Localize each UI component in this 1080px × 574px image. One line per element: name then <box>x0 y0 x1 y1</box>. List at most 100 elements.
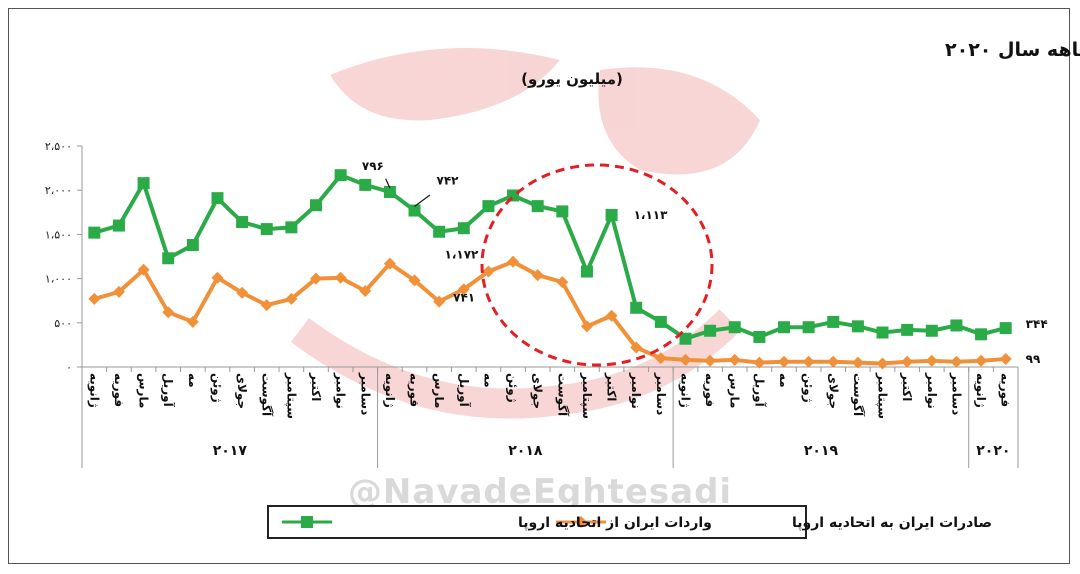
data-point <box>778 355 790 368</box>
data-point <box>556 276 569 289</box>
x-tick-label: جولای <box>825 373 840 409</box>
data-point <box>260 223 273 236</box>
x-tick-label: جولای <box>530 373 545 409</box>
x-tick-label: آگوست <box>850 373 866 417</box>
x-axis: ژانویه فوریه مارس آوریل مه ژوئن جولای آگوست سپتا… <box>81 366 1019 468</box>
y-tick-label: ۲،۵۰۰ <box>45 140 72 153</box>
data-point <box>876 357 889 370</box>
data-point <box>605 309 618 322</box>
data-point <box>112 219 125 232</box>
data-point <box>112 285 125 298</box>
data-point <box>88 292 101 305</box>
year-label: ۲۰۱۸ <box>508 443 543 459</box>
data-point <box>999 322 1012 335</box>
data-point <box>211 192 224 205</box>
year-label: ۲۰۱۹ <box>804 443 839 459</box>
data-point <box>654 352 667 365</box>
series-line <box>93 259 1006 366</box>
x-tick-label: مارس <box>432 373 446 408</box>
data-point <box>310 199 322 212</box>
data-point <box>482 200 495 213</box>
x-tick-label: فوریه <box>702 373 717 407</box>
data-point <box>482 265 495 278</box>
x-tick-label: ژانویه <box>973 373 988 408</box>
x-tick-label: ژوئن <box>209 373 224 403</box>
data-point <box>433 295 446 308</box>
data-point <box>310 272 322 285</box>
data-point <box>408 204 421 217</box>
highlight-circle <box>480 163 714 367</box>
series-layer <box>88 169 1012 370</box>
data-point <box>211 271 224 284</box>
diamond-marker-icon <box>575 516 587 528</box>
chart-subtitle: (میلیون یورو) <box>521 70 623 88</box>
legend: صادرات ایران به اتحادیه اروپا واردات ایر… <box>267 505 992 539</box>
data-point <box>999 353 1012 366</box>
legend-item-imports: واردات ایران از اتحادیه اروپا <box>282 515 712 531</box>
data-point <box>285 221 298 234</box>
legend-item-exports: صادرات ایران به اتحادیه اروپا <box>556 515 992 531</box>
data-label: ۷۴۱ <box>453 291 475 305</box>
chart-title: روند تجارت ماهانه کالایی ایران و اتحادیه… <box>945 39 1080 61</box>
data-point <box>802 321 815 334</box>
chart-frame <box>8 8 1070 564</box>
y-tick-label: ۱،۰۰۰ <box>45 273 72 286</box>
data-point <box>925 324 938 337</box>
data-point <box>950 355 963 368</box>
legend-label-imports: واردات ایران از اتحادیه اروپا <box>518 515 712 531</box>
square-marker-icon <box>301 516 313 528</box>
data-point <box>901 355 914 368</box>
data-point <box>728 321 741 334</box>
data-point <box>778 321 790 334</box>
x-tick-label: اکتبر <box>605 372 619 401</box>
annotation-leader <box>414 194 431 208</box>
data-point <box>704 354 717 367</box>
data-point <box>186 239 199 252</box>
x-tick-label: فوریه <box>407 373 422 407</box>
data-point <box>236 216 249 229</box>
x-tick-label: ژانویه <box>677 373 692 408</box>
data-point <box>507 255 520 268</box>
data-point <box>975 354 988 367</box>
annotation-leader <box>385 178 391 189</box>
x-tick-label: مارس <box>728 373 742 408</box>
data-point <box>851 356 864 369</box>
data-point <box>285 292 298 305</box>
y-tick-label: ۰ <box>66 361 72 374</box>
data-point <box>630 341 643 354</box>
data-point <box>556 205 569 218</box>
x-tick-label: اکتبر <box>309 372 323 401</box>
data-point <box>605 208 618 221</box>
data-point <box>236 286 249 299</box>
data-point <box>334 169 347 182</box>
year-label: ۲۰۲۰ <box>976 443 1010 459</box>
year-label: ۲۰۱۷ <box>213 443 248 459</box>
data-label: ۷۴۲ <box>437 174 460 188</box>
data-point <box>901 323 914 336</box>
data-point <box>654 315 667 328</box>
data-point <box>753 330 766 343</box>
data-point <box>531 200 544 213</box>
data-point <box>851 320 864 333</box>
data-point <box>827 355 840 368</box>
x-tick-label: آگوست <box>554 373 570 417</box>
data-point <box>137 263 150 276</box>
x-tick-label: مه <box>186 373 200 388</box>
watermark-logo <box>291 48 760 419</box>
data-point <box>580 265 593 278</box>
x-tick-label: نوامبر <box>333 372 348 409</box>
x-tick-label: ژانویه <box>382 373 397 408</box>
data-point <box>753 356 766 369</box>
series-line <box>93 173 1007 341</box>
data-point <box>876 326 889 339</box>
x-tick-label: فوریه <box>998 373 1013 407</box>
data-point <box>260 299 273 312</box>
data-label: ۱،۱۱۳ <box>634 208 669 222</box>
x-tick-label: جولای <box>234 373 249 409</box>
data-label: ۷۹۶ <box>362 159 384 173</box>
y-tick-label: ۲،۰۰۰ <box>45 184 72 197</box>
data-label: ۱،۱۷۲ <box>445 247 480 261</box>
x-tick-label: فوریه <box>111 373 126 407</box>
x-tick-label: ژانویه <box>86 373 101 408</box>
data-point <box>334 271 347 284</box>
